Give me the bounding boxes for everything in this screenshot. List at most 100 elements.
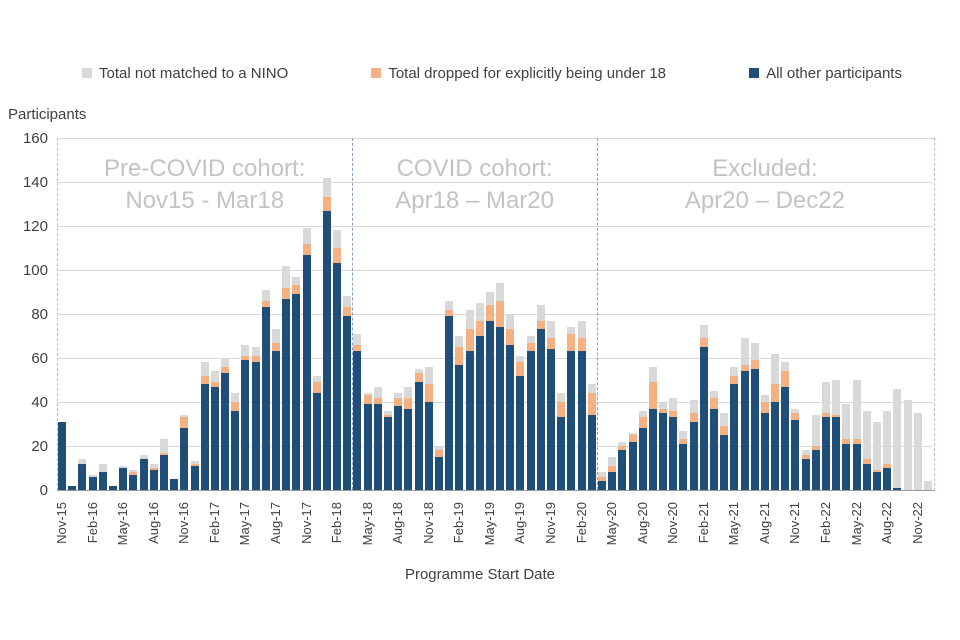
bar-segment <box>210 371 219 383</box>
bar-segment <box>475 303 484 321</box>
bar-segment <box>322 197 331 211</box>
bar-segment <box>811 415 820 446</box>
y-tick-label: 80 <box>31 306 48 323</box>
x-tick-label: May-19 <box>481 502 497 546</box>
bar-segment <box>404 386 413 398</box>
bar-segment <box>119 468 128 490</box>
bar-segment <box>720 435 729 490</box>
bar-segment <box>760 413 769 490</box>
bar-segment <box>322 177 331 198</box>
bar-segment <box>180 417 189 429</box>
bar-segment <box>282 287 291 299</box>
x-tick-label: Feb-22 <box>818 502 834 544</box>
bar-segment <box>648 408 657 490</box>
bar-segment <box>424 402 433 490</box>
bar-segment <box>261 307 270 490</box>
x-tick-label: Nov-15 <box>54 502 70 544</box>
bar-segment <box>567 327 576 334</box>
bar-segment <box>434 450 443 457</box>
bar-segment <box>587 415 596 490</box>
x-tick-label: Nov-18 <box>420 502 436 544</box>
x-axis-line <box>57 490 934 491</box>
bar-segment <box>251 362 260 490</box>
region-title: Excluded: <box>712 155 818 182</box>
bar-segment <box>608 472 617 490</box>
bar-segment <box>465 329 474 352</box>
bar-segment <box>475 336 484 490</box>
bar-segment <box>923 481 932 490</box>
bar-segment <box>547 349 556 490</box>
bar-segment <box>750 369 759 490</box>
bar-segment <box>302 254 311 490</box>
bar-segment <box>872 470 881 473</box>
bar-segment <box>496 283 505 301</box>
bar-segment <box>251 355 260 363</box>
bar-segment <box>465 309 474 330</box>
bar-segment <box>577 320 586 339</box>
bar-segment <box>852 443 861 490</box>
legend-item: All other participants <box>749 65 902 82</box>
region-range: Apr20 – Dec22 <box>684 187 845 214</box>
legend-label: All other participants <box>766 64 902 82</box>
bar-segment <box>210 386 219 490</box>
bar-segment <box>822 413 831 418</box>
bar-segment <box>231 402 240 411</box>
bar-segment <box>424 366 433 385</box>
bar-segment <box>394 393 403 398</box>
x-tick-label: May-20 <box>604 502 620 546</box>
bar-segment <box>536 305 545 321</box>
bar-segment <box>241 344 250 356</box>
y-axis-title: Participants <box>8 106 87 123</box>
bar-segment <box>343 296 352 308</box>
bar-segment <box>434 446 443 451</box>
bar-segment <box>547 338 556 350</box>
bar-segment <box>129 474 138 490</box>
bar-segment <box>78 459 87 464</box>
bar-segment <box>781 362 790 372</box>
bar-segment <box>699 347 708 490</box>
bar-segment <box>526 351 535 490</box>
bar-segment <box>465 351 474 490</box>
y-tick-label: 0 <box>39 482 48 499</box>
bar-segment <box>221 358 230 367</box>
bar-segment <box>852 380 861 440</box>
bar-segment <box>221 373 230 490</box>
bar-segment <box>648 382 657 409</box>
bar-segment <box>801 454 810 460</box>
bar-segment <box>648 366 657 383</box>
bar-segment <box>414 373 423 383</box>
bar-segment <box>852 439 861 444</box>
cohort-divider <box>596 138 598 490</box>
bar-segment <box>740 371 749 490</box>
bar-segment <box>68 485 77 490</box>
bar-segment <box>221 366 230 374</box>
bar-segment <box>129 470 138 473</box>
bar-segment <box>78 463 87 490</box>
bar-segment <box>363 393 372 396</box>
bar-segment <box>791 419 800 490</box>
bar-segment <box>781 371 790 387</box>
x-tick-label: Aug-17 <box>268 502 283 544</box>
bar-segment <box>159 439 168 453</box>
bar-segment <box>608 465 617 473</box>
bar-segment <box>190 465 199 490</box>
bar-segment <box>699 338 708 347</box>
gridline <box>57 358 933 359</box>
bar-segment <box>862 410 871 460</box>
y-tick-label: 120 <box>22 218 48 235</box>
bar-segment <box>516 355 525 363</box>
legend: Total not matched to a NINO Total dropped… <box>0 60 960 86</box>
bar-segment <box>312 393 321 490</box>
bar-segment <box>893 388 902 488</box>
bar-segment <box>333 230 342 248</box>
bar-segment <box>506 314 515 330</box>
bar-segment <box>597 481 606 490</box>
bar-segment <box>200 384 209 490</box>
bar-segment <box>333 248 342 264</box>
bar-segment <box>577 338 586 352</box>
bar-segment <box>638 410 647 418</box>
x-tick-label: Nov-22 <box>909 502 925 544</box>
region-title: Pre-COVID cohort: <box>103 155 306 182</box>
bar-segment <box>292 276 301 286</box>
